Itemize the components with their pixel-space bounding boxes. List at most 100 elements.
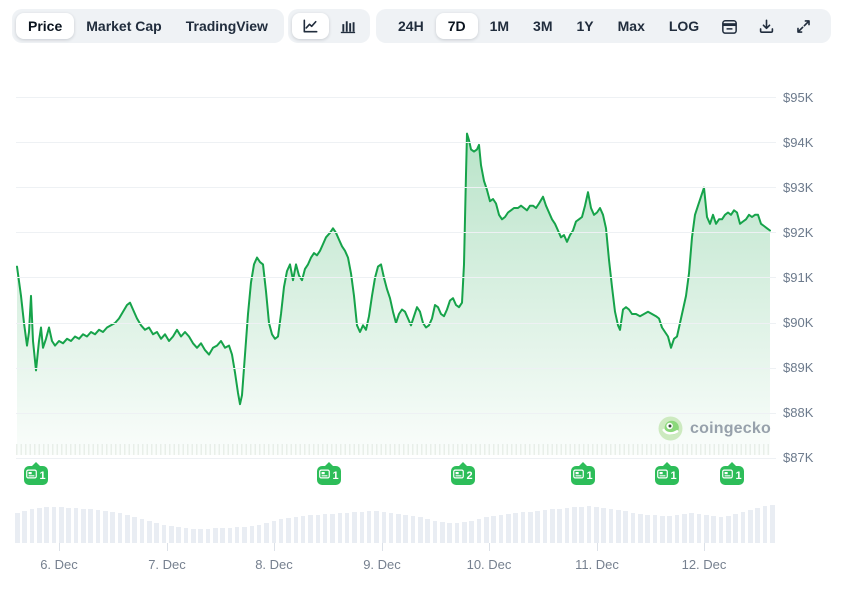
volume-bar [396,514,401,543]
volume-bar [139,519,145,543]
gridline [16,187,776,189]
volume-bar [249,526,255,543]
volume-bar [337,513,343,543]
range-button-3m[interactable]: 3M [521,13,564,39]
range-button-log[interactable]: LOG [657,13,711,39]
volume-bar [374,511,379,543]
volume-bar [29,509,35,543]
volume-bar [315,515,321,543]
volume-bar [564,508,570,543]
chart-type-group [288,9,370,43]
y-axis-label: $95K [783,89,814,105]
volume-bar [58,507,64,543]
range-button-1m[interactable]: 1M [478,13,521,39]
volume-bar [718,517,724,543]
volume-bar [234,527,240,543]
volume-bar [80,509,86,543]
volume-bar [696,514,702,543]
volume-bar [755,508,760,543]
news-count: 2 [466,469,473,482]
volume-bar [51,507,57,543]
calendar-icon [720,17,739,36]
volume-bar [36,508,42,543]
download-icon [757,17,776,36]
expand-icon-button[interactable] [785,13,822,39]
volume-bar [176,527,181,543]
volume-bar [388,513,394,543]
volume-bar [132,517,137,543]
range-button-24h[interactable]: 24H [386,13,436,39]
volume-bar [550,509,555,543]
bar-chart-icon-button[interactable] [329,13,366,39]
gridline [16,367,776,369]
news-icon [722,469,734,482]
volume-bar [652,515,658,543]
tab-market-cap[interactable]: Market Cap [74,13,173,39]
news-badge[interactable]: 1 [317,462,341,485]
volume-bar [190,529,196,543]
gridline [16,142,776,144]
volume-bar [256,525,262,543]
gridline [16,232,776,234]
range-button-max[interactable]: Max [606,13,657,39]
volume-bar [183,528,189,543]
news-badge[interactable]: 1 [720,462,744,485]
news-badge[interactable]: 2 [451,462,475,485]
range-group: 24H 7D 1M 3M 1Y Max LOG [376,9,831,43]
volume-bar [264,523,269,543]
x-axis-label: 11. Dec [575,557,619,572]
x-axis-tick [59,543,60,551]
news-icon [319,469,331,482]
volume-bar [403,515,409,543]
volume-bar [212,528,218,543]
volume-bar [630,513,636,543]
download-icon-button[interactable] [748,13,785,39]
news-count: 1 [39,469,46,482]
tab-tradingview[interactable]: TradingView [174,13,280,39]
gridline [16,457,776,459]
volume-bar [220,528,225,543]
x-axis-label: 12. Dec [681,557,727,572]
x-axis-label: 6. Dec [40,557,78,572]
volume-bar [293,517,299,543]
y-axis-label: $89K [783,360,814,376]
news-badge[interactable]: 1 [24,462,48,485]
range-button-1y[interactable]: 1Y [565,13,606,39]
volume-bar [740,512,746,543]
line-chart-icon [301,17,320,36]
volume-bar [344,513,350,543]
volume-bar [110,512,115,543]
volume-bar [322,514,328,543]
volume-bar [623,511,628,543]
volume-bar [586,506,592,543]
news-count: 1 [332,469,339,482]
tab-price[interactable]: Price [16,13,75,39]
volume-bar [102,511,108,543]
volume-bar [359,512,365,543]
volume-bar [352,512,357,543]
news-badge[interactable]: 1 [571,462,595,485]
volume-bar [674,515,680,543]
y-axis-label: $88K [783,405,814,421]
volume-bar [418,517,423,543]
volume-bar [520,512,526,543]
volume-bar [95,510,101,543]
news-icon [573,469,585,482]
volume-bar [645,515,650,543]
gridline [16,277,776,279]
x-axis-label: 7. Dec [148,557,186,572]
price-line [16,132,771,406]
gridline [16,412,776,414]
volume-bar [73,508,79,543]
range-button-7d[interactable]: 7D [435,13,478,39]
volume-bar [410,516,416,543]
volume-bar [557,509,562,543]
volume-bar [161,525,167,543]
volume-bar [198,529,203,543]
line-chart-icon-button[interactable] [292,13,329,39]
calendar-icon-button[interactable] [711,13,748,39]
news-badge[interactable]: 1 [655,462,679,485]
volume-bar [667,516,672,543]
